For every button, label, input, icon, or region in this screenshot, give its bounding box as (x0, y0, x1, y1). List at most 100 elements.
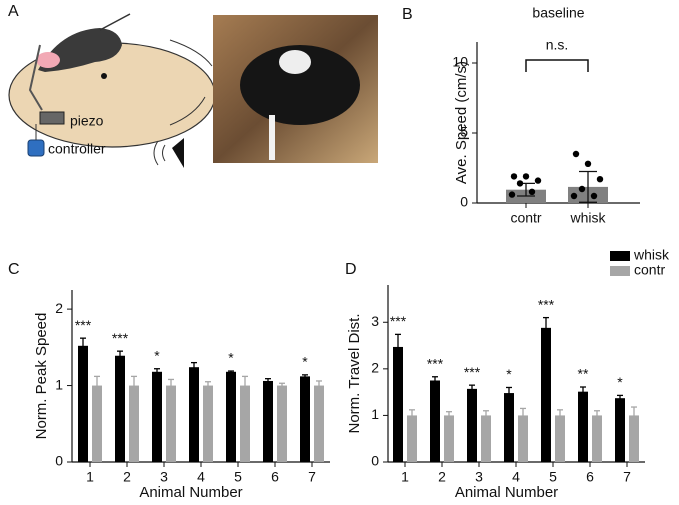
bar (129, 385, 139, 462)
x-tick-label: 4 (512, 469, 520, 485)
bar (481, 415, 491, 462)
bar (240, 385, 250, 462)
bar (541, 327, 551, 462)
x-tick-label: contr (510, 210, 541, 226)
x-axis-label: Animal Number (139, 484, 242, 501)
bar (393, 346, 403, 462)
significance-label: *** (464, 364, 481, 380)
bar (444, 415, 454, 462)
panel-label: A (8, 3, 19, 20)
significance-label: n.s. (546, 37, 569, 53)
photo-mouse (240, 45, 360, 125)
significance-label: *** (538, 296, 555, 312)
bar (615, 398, 625, 462)
x-axis-label: Animal Number (455, 484, 558, 501)
y-axis-label: Norm. Peak Speed (33, 313, 50, 440)
controller-label: controller (48, 141, 106, 157)
significance-label: *** (390, 313, 407, 329)
x-tick-label: 7 (623, 469, 631, 485)
chart-title: baseline (532, 5, 584, 21)
bar (407, 415, 417, 462)
significance-label: ** (578, 366, 589, 382)
data-point (572, 150, 580, 158)
bar (430, 380, 440, 462)
bar (277, 385, 287, 462)
x-tick-label: 2 (438, 469, 446, 485)
significance-bracket (525, 59, 589, 72)
bar (152, 371, 162, 462)
significance-label: * (617, 374, 623, 390)
y-tick-label: 0 (55, 453, 63, 469)
data-point (510, 173, 518, 180)
bar (314, 385, 324, 462)
data-point (596, 176, 604, 183)
bar (78, 345, 88, 462)
data-point (522, 173, 530, 180)
bar (189, 367, 199, 462)
bar (504, 393, 514, 462)
setup-illustration: piezo controller (8, 13, 216, 168)
bar (115, 355, 125, 462)
bar (166, 385, 176, 462)
x-tick-label: 2 (123, 469, 131, 485)
bar (578, 391, 588, 462)
data-point (590, 192, 598, 200)
bar (629, 415, 639, 462)
significance-label: * (154, 347, 160, 363)
x-tick-label: whisk (569, 210, 606, 226)
data-point (570, 192, 578, 200)
photo-whisker-stim (279, 50, 311, 74)
y-tick-label: 1 (371, 406, 379, 422)
legend-swatch (610, 251, 630, 261)
bar (300, 376, 310, 462)
y-tick-label: 2 (55, 300, 63, 316)
significance-label: * (228, 350, 234, 366)
bar (226, 371, 236, 462)
panel-label: C (8, 261, 20, 278)
photo-swab (269, 115, 275, 160)
y-tick-label: 0 (371, 453, 379, 469)
x-tick-label: 1 (401, 469, 409, 485)
y-tick-label: 1 (55, 376, 63, 392)
x-tick-label: 4 (197, 469, 205, 485)
bar (518, 415, 528, 462)
significance-label: *** (75, 317, 92, 333)
significance-label: *** (112, 330, 129, 346)
piezo-label: piezo (70, 113, 104, 129)
y-axis-label: Norm. Travel Dist. (346, 313, 363, 433)
bar (592, 415, 602, 462)
data-point (508, 191, 516, 198)
x-tick-label: 6 (586, 469, 594, 485)
y-tick-label: 10 (452, 54, 468, 70)
x-tick-label: 5 (234, 469, 242, 485)
panel-label: B (402, 6, 413, 23)
data-point (534, 177, 542, 184)
legend-label: whisk (633, 247, 670, 263)
bar (555, 415, 565, 462)
panel-label: D (345, 261, 357, 278)
x-tick-label: 6 (271, 469, 279, 485)
bar (467, 388, 477, 462)
x-tick-label: 1 (86, 469, 94, 485)
y-tick-label: 0 (460, 194, 468, 210)
y-axis-label: Ave. Speed (cm/s) (453, 61, 470, 184)
x-tick-label: 7 (308, 469, 316, 485)
y-tick-label: 3 (371, 313, 379, 329)
x-tick-label: 5 (549, 469, 557, 485)
data-point (584, 160, 592, 167)
bar (203, 385, 213, 462)
legend-label: contr (634, 262, 665, 278)
x-tick-label: 3 (160, 469, 168, 485)
data-point (578, 185, 586, 193)
y-tick-label: 5 (460, 124, 468, 140)
bar (92, 385, 102, 462)
data-point (516, 180, 524, 187)
bar (263, 380, 273, 462)
significance-label: *** (427, 355, 444, 371)
x-tick-label: 3 (475, 469, 483, 485)
y-tick-label: 2 (371, 360, 379, 376)
significance-label: * (506, 366, 512, 382)
data-point (528, 188, 536, 195)
legend-swatch (610, 266, 630, 276)
